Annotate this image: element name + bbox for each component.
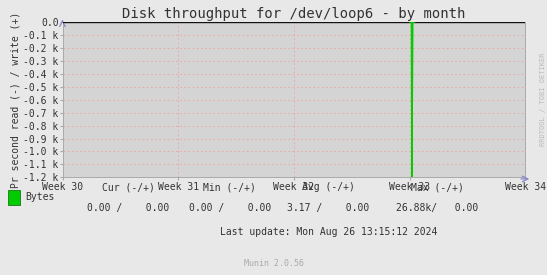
Text: RRDTOOL / TOBI OETIKER: RRDTOOL / TOBI OETIKER — [540, 53, 546, 146]
Text: 0.00 /    0.00: 0.00 / 0.00 — [88, 203, 170, 213]
Text: Min (-/+): Min (-/+) — [203, 182, 256, 192]
Text: 0.00 /    0.00: 0.00 / 0.00 — [189, 203, 271, 213]
Text: Last update: Mon Aug 26 13:15:12 2024: Last update: Mon Aug 26 13:15:12 2024 — [219, 227, 437, 237]
Text: 26.88k/   0.00: 26.88k/ 0.00 — [397, 203, 479, 213]
Text: Bytes: Bytes — [26, 192, 55, 202]
Y-axis label: Pr second read (-) / write (+): Pr second read (-) / write (+) — [11, 12, 21, 188]
Text: 3.17 /    0.00: 3.17 / 0.00 — [287, 203, 369, 213]
Title: Disk throughput for /dev/loop6 - by month: Disk throughput for /dev/loop6 - by mont… — [123, 7, 465, 21]
Text: Munin 2.0.56: Munin 2.0.56 — [243, 260, 304, 268]
Text: Max (-/+): Max (-/+) — [411, 182, 464, 192]
Text: Avg (-/+): Avg (-/+) — [302, 182, 354, 192]
Text: Cur (-/+): Cur (-/+) — [102, 182, 155, 192]
